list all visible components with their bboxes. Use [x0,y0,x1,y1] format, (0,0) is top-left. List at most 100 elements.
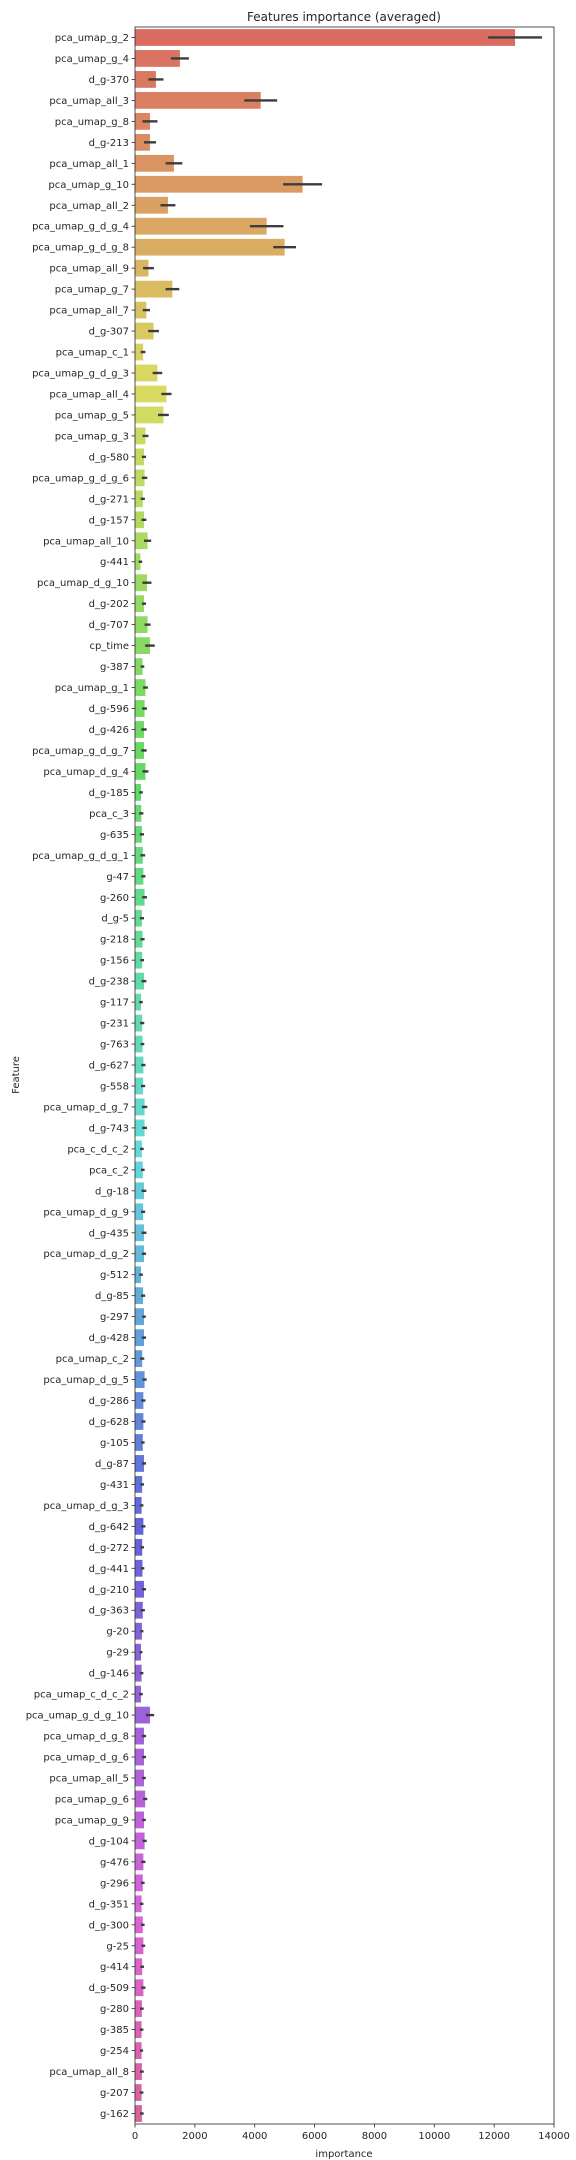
y-tick-label: pca_umap_g_5 [55,410,129,421]
y-tick-label: g-385 [100,2025,129,2036]
bar [135,2021,142,2039]
bar [135,909,142,927]
y-tick-label: d_g-580 [89,452,129,463]
bar [135,1853,144,1871]
y-tick-label: d_g-509 [89,1983,129,1994]
y-tick-label: d_g-238 [89,977,129,988]
bar [135,238,285,256]
bar [135,154,174,172]
bar [135,1958,143,1976]
bar [135,1874,143,1892]
bar [135,469,145,487]
y-tick-label: pca_umap_g_6 [55,1794,129,1805]
bar [135,1014,143,1032]
y-tick-label: pca_c_d_c_2 [67,1144,129,1155]
y-tick-label: g-512 [100,1270,129,1281]
y-tick-label: d_g-743 [89,1123,129,1134]
x-tick-label: 14000 [538,2131,570,2142]
y-tick-label: pca_umap_all_9 [49,264,129,275]
bar [135,1476,143,1493]
bar [135,92,261,109]
y-tick-label: pca_umap_d_g_9 [43,1207,129,1218]
y-tick-label: g-117 [100,998,129,1009]
bar [135,511,144,529]
bar [135,846,143,864]
x-tick-label: 2000 [182,2131,207,2142]
bar [135,679,146,696]
bar [135,1769,144,1787]
bar [135,385,167,403]
bar [135,490,143,508]
bar [135,322,154,340]
bar [135,1895,142,1913]
y-tick-label: d_g-286 [89,1396,129,1407]
y-tick-label: pca_umap_g_7 [55,285,129,296]
y-tick-label: d_g-185 [89,788,129,799]
y-tick-label: d_g-104 [89,1836,129,1847]
y-tick-label: d_g-213 [89,138,129,149]
bar [135,343,144,361]
bar [135,1685,141,1703]
bar [135,71,156,88]
bar [135,1308,144,1326]
y-tick-label: g-207 [100,2088,129,2099]
y-tick-label: g-387 [100,662,129,673]
y-tick-label: d_g-272 [89,1543,129,1554]
y-tick-label: pca_umap_all_7 [49,306,129,317]
x-tick-label: 4000 [242,2131,267,2142]
y-tick-label: g-20 [106,1627,129,1638]
bar [135,2000,142,2018]
bar [135,448,144,466]
y-tick-label: pca_umap_d_g_2 [43,1249,129,1260]
y-tick-label: pca_umap_g_d_g_8 [32,243,129,254]
y-axis-title: Feature [11,1056,22,1094]
bar [135,1287,144,1305]
y-tick-label: pca_umap_all_4 [49,389,129,400]
bar [135,1790,146,1808]
bar [135,532,148,550]
y-tick-label: d_g-441 [89,1564,129,1575]
bar [135,1748,144,1766]
y-tick-label: g-763 [100,1040,129,1051]
y-tick-label: pca_umap_g_9 [55,1815,129,1826]
y-tick-label: d_g-428 [89,1333,129,1344]
y-tick-label: d_g-146 [89,1669,129,1680]
bar [135,1622,142,1640]
bar [135,721,144,738]
y-tick-label: pca_umap_all_3 [49,96,129,107]
y-tick-label: pca_umap_d_g_5 [43,1375,129,1386]
plot-frame [134,26,555,2125]
y-tick-label: g-280 [100,2004,129,2015]
bar [135,259,149,277]
y-tick-label: pca_umap_g_d_g_4 [32,222,129,233]
bar [135,742,144,759]
bar [135,700,145,717]
y-tick-label: g-441 [100,557,129,568]
bar [135,1811,144,1829]
x-tick-label: 6000 [302,2131,327,2142]
y-tick-label: d_g-642 [89,1522,129,1533]
y-tick-label: g-558 [100,1081,129,1092]
y-tick-label: d_g-628 [89,1417,129,1428]
x-tick-label: 0 [132,2131,138,2142]
bar [135,175,303,193]
y-tick-label: pca_umap_g_3 [55,431,129,442]
bar [135,804,142,822]
y-tick-label: d_g-157 [89,515,129,526]
y-tick-label: d_g-271 [89,494,129,505]
bar [135,217,267,235]
y-tick-label: pca_umap_g_10 [48,180,129,191]
bar [135,50,180,67]
y-tick-label: g-414 [100,1962,129,1973]
bar [135,658,143,675]
bar [135,763,146,780]
y-tick-label: d_g-85 [95,1291,129,1302]
y-tick-label: pca_umap_g_d_g_1 [32,851,129,862]
bar [135,2105,142,2122]
bar [135,951,143,969]
bar [135,427,146,445]
bar [135,1119,145,1137]
bar [135,196,168,214]
bar [135,280,173,298]
